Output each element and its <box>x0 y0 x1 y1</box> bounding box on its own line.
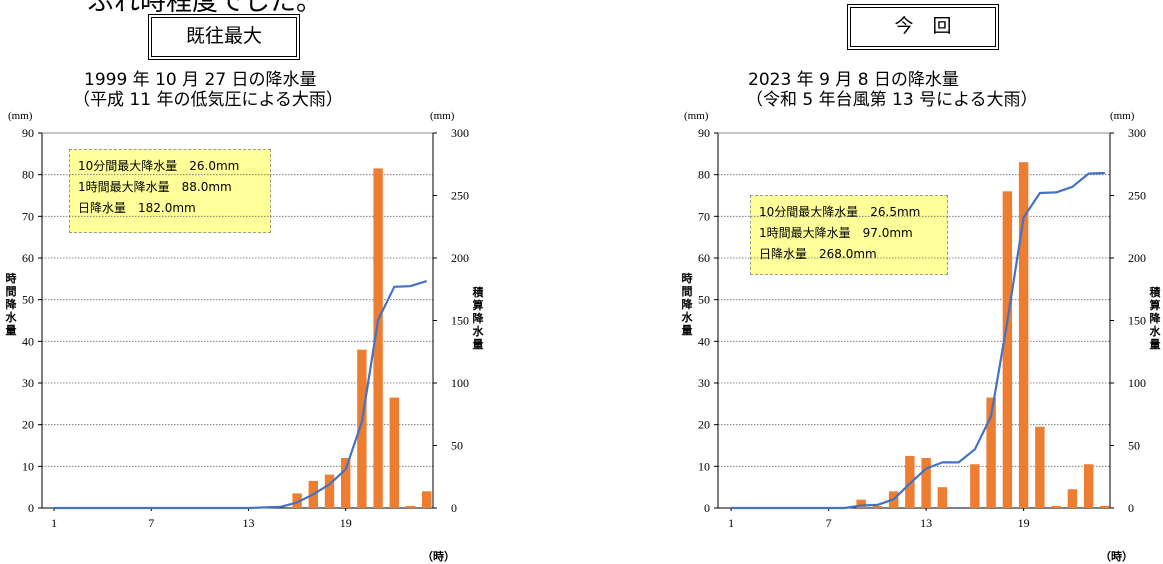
chart-1-info-line: 日降水量 182.0mm <box>78 201 196 215</box>
chart-2-ylabel2: 積算降水量 <box>1149 286 1161 351</box>
chart-2-info-line: 日降水量 268.0mm <box>759 247 877 261</box>
chart-2-subtitle: （令和 5 年台風第 13 号による大雨） <box>746 90 1038 110</box>
chart-1-y2tick-label: 250 <box>451 189 469 203</box>
chart-1-ytick-label: 70 <box>22 209 34 223</box>
chart-1-unit-right: (mm) <box>430 110 455 122</box>
chart-2-y2tick-label: 300 <box>1128 126 1146 140</box>
chart-1-unit-left: (mm) <box>8 110 33 122</box>
chart-2-ytick-label: 30 <box>698 376 710 390</box>
chart-1-ytick-label: 50 <box>22 293 34 307</box>
chart-1-xtick-label: 19 <box>340 516 352 530</box>
chart-1-y2tick-label: 0 <box>451 501 457 515</box>
chart-1-info-line: 1時間最大降水量 88.0mm <box>78 180 232 194</box>
chart-2-info-line: 10分間最大降水量 26.5mm <box>759 205 921 219</box>
chart-2-xtick-label: 19 <box>1018 516 1030 530</box>
chart-1-y2tick-label: 300 <box>451 126 469 140</box>
chart-2-ytick-label: 70 <box>698 209 710 223</box>
chart-2-bar <box>970 464 980 508</box>
chart-2-y2tick-label: 0 <box>1128 501 1134 515</box>
chart-2-bar <box>1018 162 1029 508</box>
chart-2-xtick-label: 7 <box>826 516 832 530</box>
chart-2-bar <box>1067 489 1078 508</box>
chart-2-bar <box>1035 426 1045 508</box>
chart-1-ytick-label: 20 <box>22 418 34 432</box>
chart-1-ytick-label: 90 <box>22 126 34 140</box>
chart-2-y2tick-label: 200 <box>1128 251 1146 265</box>
chart-2-bar <box>1083 464 1094 508</box>
chart-1-bar <box>341 458 351 508</box>
chart-2-y2tick-label: 100 <box>1128 376 1146 390</box>
chart-2-bar <box>872 505 883 508</box>
chart-2-bar <box>1002 191 1013 509</box>
chart-1-bar <box>389 397 399 508</box>
chart-2-bar <box>937 487 948 508</box>
chart-2-ytick-label: 10 <box>698 459 710 473</box>
chart-1-bar <box>292 493 302 508</box>
chart-1-ytick-label: 40 <box>22 334 34 348</box>
chart-2-bar <box>921 458 931 508</box>
right-chart-label: 今 回 <box>847 4 999 50</box>
chart-2-xtick-label: 1 <box>728 516 734 530</box>
chart-1-ytick-label: 10 <box>22 459 34 473</box>
chart-1-bar <box>324 474 335 508</box>
chart-1-bar <box>373 168 383 508</box>
chart-2-unit-left: (mm) <box>684 110 709 122</box>
chart-1-y2tick-label: 100 <box>451 376 469 390</box>
top-text: ぶれ時程度でした。 <box>88 0 323 17</box>
chart-1-ylabel: 時間降水量 <box>5 272 17 337</box>
chart-1-y2tick-label: 200 <box>451 251 469 265</box>
chart-1-xtick-label: 13 <box>243 516 255 530</box>
chart-2-bar <box>986 397 996 508</box>
chart-2-ytick-label: 20 <box>698 418 710 432</box>
chart-2-xlabel: （時） <box>1100 550 1133 563</box>
chart-1-subtitle: （平成 11 年の低気圧による大雨） <box>73 90 343 110</box>
chart-2-bar <box>856 499 866 508</box>
chart-2-ytick-label: 80 <box>698 168 710 182</box>
chart-1-ytick-label: 60 <box>22 251 34 265</box>
chart-2-bar <box>1100 505 1110 508</box>
chart-2-y2tick-label: 150 <box>1128 314 1146 328</box>
chart-1-xlabel: （時） <box>422 550 455 563</box>
chart-1-title: 1999 年 10 月 27 日の降水量 <box>84 70 317 90</box>
chart-2-info-line: 1時間最大降水量 97.0mm <box>759 226 913 240</box>
chart-2-ytick-label: 90 <box>698 126 710 140</box>
chart-2-bar <box>1051 505 1061 508</box>
chart-1-ytick-label: 30 <box>22 376 34 390</box>
left-chart-label: 既往最大 <box>148 14 300 60</box>
chart-2-unit-right: (mm) <box>1110 110 1135 122</box>
chart-2-ytick-label: 0 <box>704 501 710 515</box>
chart-1-info-line: 10分間最大降水量 26.0mm <box>78 159 240 173</box>
chart-1-ytick-label: 0 <box>28 501 34 515</box>
chart-2-title: 2023 年 9 月 8 日の降水量 <box>748 70 959 90</box>
chart-1-y2tick-label: 50 <box>451 439 463 453</box>
chart-1-ytick-label: 80 <box>22 168 34 182</box>
chart-2-bar <box>905 455 915 508</box>
chart-1-ylabel2: 積算降水量 <box>472 286 484 351</box>
chart-1-y2tick-label: 150 <box>451 314 469 328</box>
chart-1-bar <box>422 491 432 508</box>
chart-2-ytick-label: 50 <box>698 293 710 307</box>
chart-1-bar <box>405 505 416 508</box>
chart-1-xtick-label: 1 <box>51 516 57 530</box>
chart-2-y2tick-label: 50 <box>1128 439 1140 453</box>
chart-2-cumulative-line <box>731 171 1105 510</box>
chart-1-info-box: 10分間最大降水量 26.0mm 1時間最大降水量 88.0mm 日降水量 18… <box>69 149 271 233</box>
chart-2-ylabel: 時間降水量 <box>681 272 693 337</box>
chart-2-y2tick-label: 250 <box>1128 189 1146 203</box>
chart-1-xtick-label: 7 <box>148 516 154 530</box>
chart-2-ytick-label: 40 <box>698 334 710 348</box>
chart-1-bar <box>357 349 367 508</box>
chart-2-info-box: 10分間最大降水量 26.5mm 1時間最大降水量 97.0mm 日降水量 26… <box>750 195 948 275</box>
chart-2-ytick-label: 60 <box>698 251 710 265</box>
chart-1-cumulative-line <box>54 280 428 510</box>
chart-2-xtick-label: 13 <box>920 516 932 530</box>
